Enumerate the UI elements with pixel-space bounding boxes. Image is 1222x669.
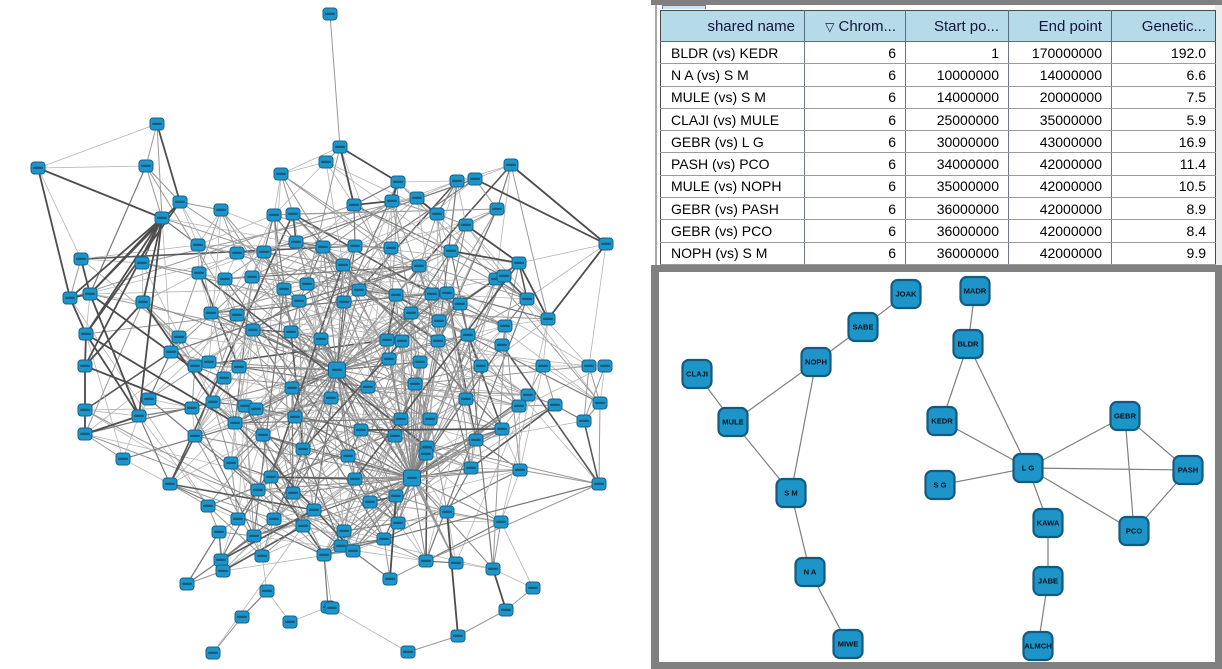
svg-text:L G: L G xyxy=(1022,464,1035,473)
svg-text:BLDR: BLDR xyxy=(957,340,979,349)
svg-text:KEDR: KEDR xyxy=(931,417,953,426)
svg-text:PASH: PASH xyxy=(1178,466,1199,475)
svg-text:ALMCH: ALMCH xyxy=(1024,642,1051,651)
svg-text:SABE: SABE xyxy=(852,323,873,332)
svg-text:MIWE: MIWE xyxy=(838,640,859,649)
svg-text:KAWA: KAWA xyxy=(1037,519,1060,528)
svg-text:NOPH: NOPH xyxy=(805,358,827,367)
svg-text:S G: S G xyxy=(933,481,946,490)
svg-text:PCO: PCO xyxy=(1126,527,1143,536)
svg-text:JOAK: JOAK xyxy=(895,290,917,299)
svg-text:MADR: MADR xyxy=(964,287,987,296)
svg-text:N A: N A xyxy=(804,568,817,577)
svg-text:MULE: MULE xyxy=(722,418,744,427)
svg-text:GEBR: GEBR xyxy=(1114,412,1136,421)
svg-text:CLAJI: CLAJI xyxy=(686,370,708,379)
svg-text:JABE: JABE xyxy=(1038,577,1058,586)
svg-text:S M: S M xyxy=(784,489,798,498)
